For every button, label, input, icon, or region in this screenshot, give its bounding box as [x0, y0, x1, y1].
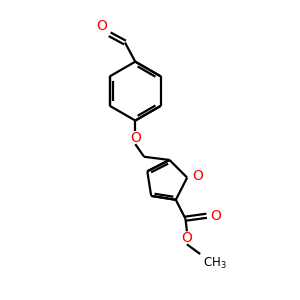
Text: O: O: [130, 130, 141, 145]
Text: O: O: [182, 231, 192, 245]
Text: O: O: [192, 169, 203, 183]
Text: O: O: [210, 209, 221, 223]
Text: CH$_3$: CH$_3$: [203, 256, 227, 271]
Text: O: O: [96, 19, 107, 33]
